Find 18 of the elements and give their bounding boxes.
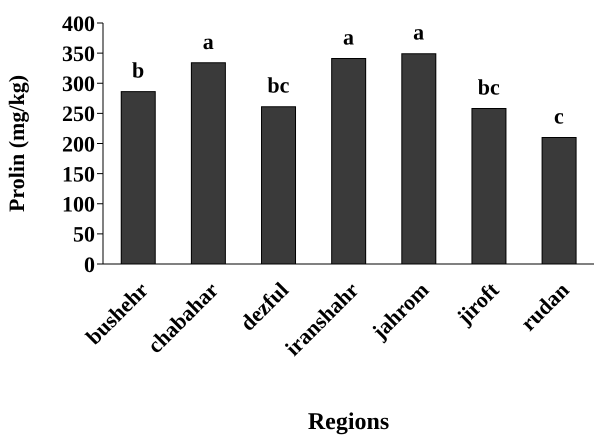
- y-tick-label: 150: [62, 161, 95, 186]
- annotation: bc: [478, 74, 500, 100]
- annotation: bc: [267, 72, 290, 98]
- y-tick-label: 200: [62, 131, 95, 156]
- y-tick-label: 350: [62, 40, 95, 66]
- y-tick-label: 300: [62, 71, 95, 96]
- annotation: b: [132, 58, 144, 83]
- x-axis-title: Regions: [308, 409, 390, 435]
- y-tick-label: 50: [73, 222, 95, 247]
- y-axis-title: Prolin (mg/kg): [4, 74, 29, 212]
- y-tick-label: 0: [84, 252, 95, 277]
- y-tick-label: 100: [62, 192, 95, 217]
- annotation: c: [554, 103, 564, 128]
- annotation: a: [343, 24, 354, 50]
- annotation: a: [202, 28, 214, 54]
- y-tick-label: 400: [62, 10, 95, 36]
- annotation: a: [413, 20, 424, 45]
- y-tick-label: 250: [62, 101, 95, 126]
